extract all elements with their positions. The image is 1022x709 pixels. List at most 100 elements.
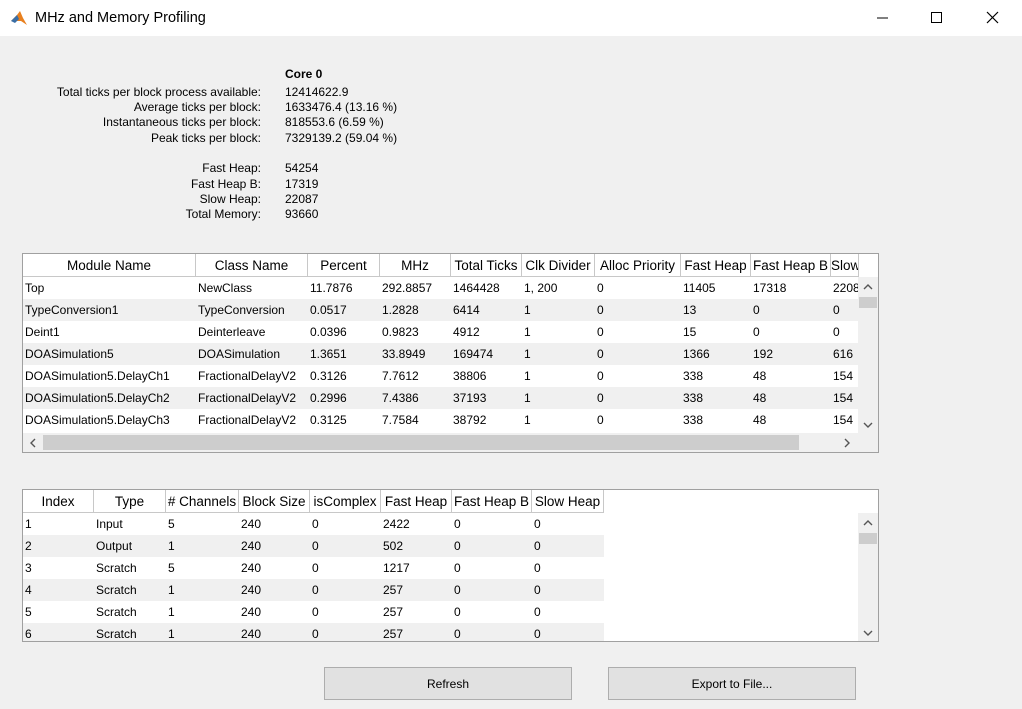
column-header: Total Ticks — [451, 254, 522, 277]
column-header: Block Size — [239, 490, 310, 513]
table-cell: 1366 — [683, 347, 710, 361]
scroll-arrow[interactable] — [862, 627, 874, 639]
table-cell: 0 — [312, 561, 319, 575]
horizontal-scrollbar[interactable] — [23, 433, 858, 452]
summary-value: 22087 — [285, 192, 319, 206]
table-cell: Scratch — [96, 627, 137, 641]
column-header: Fast Heap B — [452, 490, 532, 513]
column-header: Class Name — [196, 254, 308, 277]
column-header: Slow Heap — [532, 490, 604, 513]
table-cell: 154 — [833, 413, 854, 427]
table-cell: 292.8857 — [382, 281, 433, 295]
table-cell: 0 — [753, 303, 760, 317]
table-cell: 0 — [597, 391, 604, 405]
table-cell: 0 — [833, 325, 840, 339]
scroll-thumb[interactable] — [859, 297, 877, 308]
column-header: isComplex — [310, 490, 381, 513]
table-cell: 48 — [753, 413, 767, 427]
export-button[interactable]: Export to File... — [608, 667, 856, 700]
table-cell: 0 — [454, 605, 461, 619]
close-button[interactable] — [986, 11, 999, 24]
table-cell: Deint1 — [25, 325, 60, 339]
column-header: Alloc Priority — [595, 254, 681, 277]
table-cell: TypeConversion — [198, 303, 285, 317]
table-cell: 0 — [597, 325, 604, 339]
table-row — [23, 557, 604, 579]
refresh-button[interactable]: Refresh — [324, 667, 572, 700]
table-cell: 240 — [241, 583, 262, 597]
table-cell: DOASimulation5.DelayCh2 — [25, 391, 170, 405]
table-cell: 0.0517 — [310, 303, 347, 317]
summary-value: 1633476.4 (13.16 %) — [285, 100, 398, 114]
table-row — [23, 299, 859, 321]
column-header: Percent — [308, 254, 380, 277]
table-cell: 1 — [524, 413, 531, 427]
table-cell: DOASimulation5 — [25, 347, 114, 361]
table-cell: 0 — [454, 627, 461, 641]
table-cell: 38792 — [453, 413, 487, 427]
table-cell: 1217 — [383, 561, 410, 575]
modules-table: Module Name Class Name Percent MHz Total Tic… — [22, 253, 879, 453]
summary-label: Total Memory: — [185, 207, 261, 221]
maximize-button[interactable] — [931, 12, 942, 23]
scroll-arrow[interactable] — [862, 281, 874, 293]
table-cell: 38806 — [453, 369, 487, 383]
table-cell: 257 — [383, 583, 404, 597]
table-cell: 1 — [168, 605, 175, 619]
table-cell: 0 — [534, 517, 541, 531]
table-row — [23, 535, 604, 557]
table-cell: 4912 — [453, 325, 480, 339]
table-cell: 13 — [683, 303, 697, 317]
table-cell: 0.2996 — [310, 391, 347, 405]
table-cell: 169474 — [453, 347, 494, 361]
scroll-arrow[interactable] — [862, 419, 874, 431]
table-cell: 1 — [168, 583, 175, 597]
table-cell: 7.7584 — [382, 413, 419, 427]
table-cell: Scratch — [96, 561, 137, 575]
summary-value: 54254 — [285, 161, 319, 175]
vertical-scrollbar[interactable] — [858, 513, 878, 641]
column-header: Type — [94, 490, 166, 513]
table-cell: FractionalDelayV2 — [198, 369, 297, 383]
table-cell: 257 — [383, 627, 404, 641]
table-row — [23, 321, 859, 343]
table-row — [23, 387, 859, 409]
table-cell: Input — [96, 517, 123, 531]
table-cell: 0.3126 — [310, 369, 347, 383]
table-cell: 240 — [241, 539, 262, 553]
table-cell: 0 — [454, 517, 461, 531]
table-cell: 0 — [534, 539, 541, 553]
table-cell: DOASimulation5.DelayCh1 — [25, 369, 170, 383]
scroll-arrow[interactable] — [862, 517, 874, 529]
table-cell: 48 — [753, 369, 767, 383]
table-row — [23, 623, 604, 641]
table-cell: Top — [25, 281, 45, 295]
table-cell: FractionalDelayV2 — [198, 391, 297, 405]
column-header: Fast Heap — [381, 490, 452, 513]
vertical-scrollbar[interactable] — [858, 277, 878, 433]
table-cell: Scratch — [96, 605, 137, 619]
scroll-thumb[interactable] — [43, 435, 799, 450]
table-cell: 192 — [753, 347, 774, 361]
table-cell: 0 — [454, 561, 461, 575]
table-cell: 6414 — [453, 303, 480, 317]
summary-value: 818553.6 (6.59 %) — [285, 115, 384, 129]
column-header: # Channels — [166, 490, 239, 513]
table-cell: Output — [96, 539, 133, 553]
scroll-arrow[interactable] — [27, 437, 39, 449]
table-cell: 1 — [524, 303, 531, 317]
table-cell: 15 — [683, 325, 697, 339]
summary-label: Average ticks per block: — [133, 100, 261, 114]
scroll-thumb[interactable] — [859, 533, 877, 544]
summary-label: Instantaneous ticks per block: — [102, 115, 261, 129]
table-cell: 7.4386 — [382, 391, 419, 405]
table-cell: 11.7876 — [310, 281, 353, 295]
table-cell: 338 — [683, 413, 704, 427]
table-cell: 0 — [312, 539, 319, 553]
table-cell: 1 — [168, 627, 175, 641]
summary-label: Total ticks per block process available: — [56, 85, 261, 99]
table-cell: 17318 — [753, 281, 787, 295]
table-cell: 0 — [534, 583, 541, 597]
title-bar: MHz and Memory Profiling — [0, 0, 1022, 36]
scroll-arrow[interactable] — [841, 437, 853, 449]
